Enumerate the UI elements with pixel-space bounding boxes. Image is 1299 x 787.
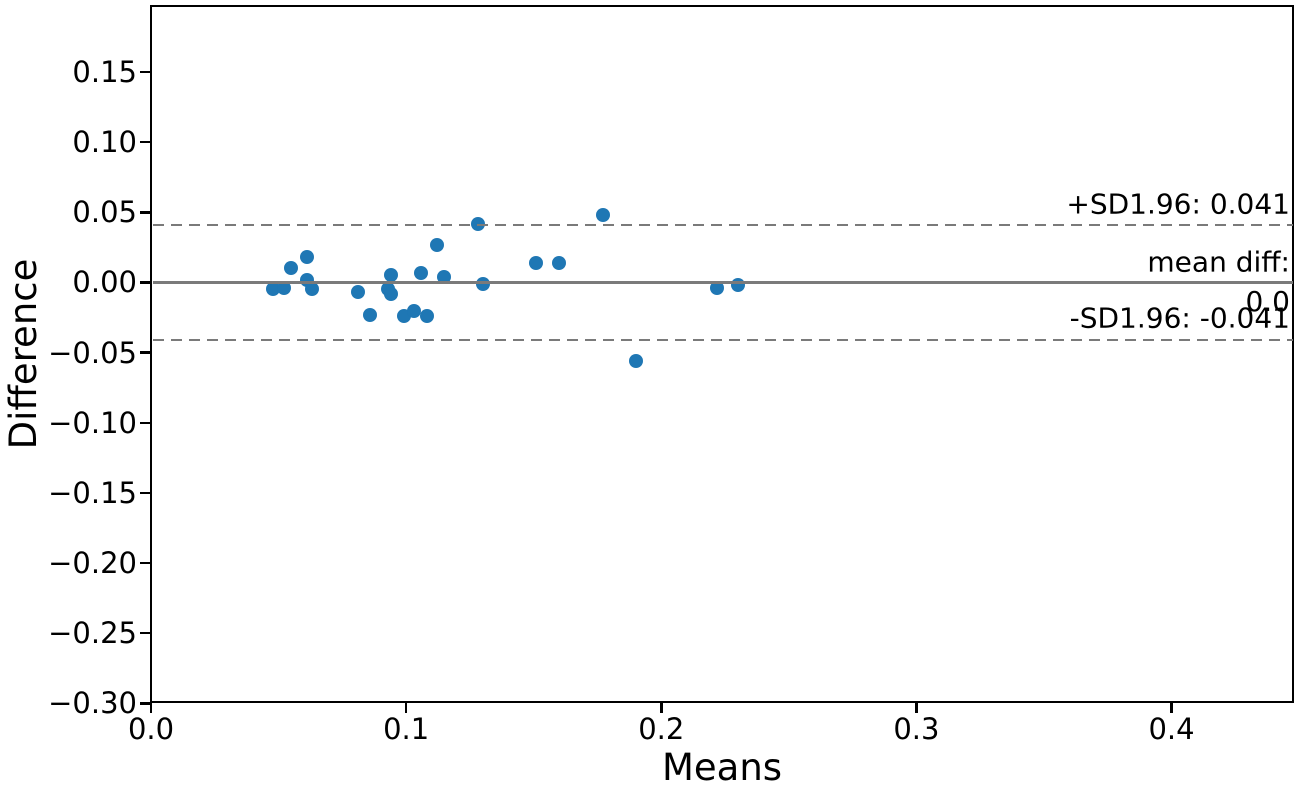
data-point (529, 255, 544, 270)
y-tick (140, 491, 150, 495)
y-tick (140, 702, 150, 705)
x-tick-label: 0.0 (127, 712, 175, 746)
data-point (470, 216, 485, 231)
upper-limit-line (152, 223, 1293, 227)
y-tick-label: −0.15 (48, 475, 137, 510)
data-point (419, 309, 434, 324)
mean-line (152, 281, 1293, 284)
data-point (595, 208, 610, 223)
plot-area (150, 5, 1294, 703)
x-tick (149, 703, 153, 713)
data-point (276, 281, 291, 296)
y-axis-label: Difference (2, 258, 45, 450)
data-point (363, 307, 378, 322)
x-tick (1170, 703, 1173, 713)
y-tick-label: 0.00 (72, 265, 137, 300)
x-tick (404, 703, 408, 713)
y-tick-label: −0.05 (48, 335, 137, 370)
y-tick (140, 211, 150, 214)
lower-limit-annotation: -SD1.96: -0.041 (1069, 301, 1290, 335)
data-point (710, 281, 725, 296)
y-tick (140, 140, 150, 144)
x-tick-label: 0.4 (1148, 712, 1195, 746)
data-point (628, 354, 643, 369)
y-tick-label: 0.15 (72, 54, 137, 89)
mean-diff-value: 0.0 (1245, 285, 1290, 319)
upper-limit-annotation: +SD1.96: 0.041 (1066, 187, 1290, 221)
data-point (350, 285, 365, 300)
data-point (475, 276, 490, 291)
data-point (406, 303, 421, 318)
data-point (437, 269, 452, 284)
y-tick-label: −0.25 (48, 616, 137, 651)
data-point (304, 282, 319, 297)
y-tick-label: −0.30 (48, 686, 137, 721)
y-tick-label: 0.05 (72, 195, 137, 230)
y-tick (140, 631, 150, 635)
data-point (383, 268, 398, 283)
data-point (414, 265, 429, 280)
x-tick (660, 703, 663, 713)
mean-diff-annotation: mean diff: (1147, 245, 1290, 279)
y-tick (140, 421, 150, 424)
y-tick (140, 70, 150, 74)
y-tick (140, 281, 150, 284)
y-tick-label: −0.10 (48, 405, 137, 440)
data-point (284, 261, 299, 276)
x-tick-label: 0.1 (383, 712, 430, 746)
y-tick-label: −0.20 (48, 546, 137, 581)
data-point (429, 237, 444, 252)
x-tick-label: 0.2 (638, 712, 685, 746)
lower-limit-line (152, 338, 1293, 342)
y-tick (140, 561, 150, 565)
x-tick (915, 703, 918, 713)
data-point (383, 286, 398, 301)
data-point (299, 250, 314, 265)
data-point (552, 255, 567, 270)
y-tick-label: 0.10 (72, 125, 137, 160)
x-axis-label: Means (661, 746, 783, 787)
x-tick-label: 0.3 (893, 712, 940, 746)
y-tick (140, 351, 150, 354)
